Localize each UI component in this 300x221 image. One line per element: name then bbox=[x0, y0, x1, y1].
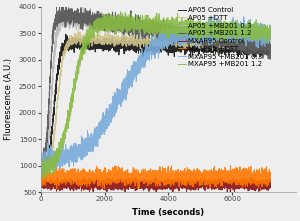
AP05 +MB201 0.3 bbox=[88, 24, 92, 27]
MXAP95 +DTT bbox=[178, 173, 181, 176]
MXAP95 +DTT bbox=[182, 177, 186, 179]
MXAP95 Control bbox=[268, 183, 272, 186]
MXAP95 Control bbox=[268, 184, 272, 187]
MXAP95 +DTT bbox=[268, 179, 272, 181]
MXAP95 Control bbox=[103, 179, 107, 182]
MXAP95 Control bbox=[247, 184, 250, 187]
MXAP95 +DTT bbox=[268, 175, 272, 177]
AP05 +MB201 0.3 bbox=[268, 39, 272, 42]
AP05 +MB201 1.2 bbox=[39, 170, 43, 173]
AP05 +MB201 1.2 bbox=[268, 43, 272, 46]
AP05 +DTT bbox=[178, 37, 181, 40]
MXAP95 +MB201 1.2 bbox=[268, 32, 272, 34]
AP05 Control bbox=[247, 48, 250, 51]
AP05 +MB201 1.2 bbox=[178, 30, 181, 32]
MXAP95 +MB201 0.3 bbox=[39, 158, 43, 160]
Legend: AP05 Control, AP05 +DTT, AP05 +MB201 0.3, AP05 +MB201 1.2, MXAP95 Control, MXAP9: AP05 Control, AP05 +DTT, AP05 +MB201 0.3… bbox=[177, 6, 263, 68]
AP05 +MB201 0.3 bbox=[182, 43, 186, 46]
MXAP95 +MB201 0.3 bbox=[268, 29, 272, 32]
Y-axis label: Fluorescence (A.U.): Fluorescence (A.U.) bbox=[4, 58, 13, 140]
MXAP95 Control bbox=[178, 181, 181, 183]
AP05 +DTT bbox=[268, 44, 272, 47]
Line: AP05 Control: AP05 Control bbox=[41, 34, 270, 180]
AP05 +MB201 0.3 bbox=[39, 178, 43, 181]
AP05 Control bbox=[41, 179, 45, 181]
Line: MXAP95 +DTT: MXAP95 +DTT bbox=[41, 165, 270, 189]
AP05 +MB201 1.2 bbox=[61, 1, 65, 4]
Line: MXAP95 Control: MXAP95 Control bbox=[41, 177, 270, 193]
AP05 +DTT bbox=[247, 42, 250, 45]
AP05 +MB201 1.2 bbox=[182, 35, 186, 38]
MXAP95 +MB201 0.3 bbox=[247, 26, 250, 28]
Line: MXAP95 +MB201 0.3: MXAP95 +MB201 0.3 bbox=[41, 15, 270, 173]
AP05 +DTT bbox=[182, 41, 186, 44]
MXAP95 +MB201 1.2 bbox=[119, 10, 122, 13]
AP05 Control bbox=[103, 44, 107, 47]
AP05 +DTT bbox=[103, 38, 107, 40]
MXAP95 +MB201 1.2 bbox=[247, 23, 250, 26]
AP05 +DTT bbox=[88, 36, 92, 39]
MXAP95 +MB201 1.2 bbox=[40, 177, 44, 180]
MXAP95 +MB201 0.3 bbox=[182, 31, 185, 34]
MXAP95 Control bbox=[182, 184, 186, 187]
MXAP95 +MB201 1.2 bbox=[39, 168, 43, 171]
X-axis label: Time (seconds): Time (seconds) bbox=[132, 208, 204, 217]
Line: AP05 +MB201 1.2: AP05 +MB201 1.2 bbox=[41, 3, 270, 175]
AP05 +MB201 1.2 bbox=[268, 49, 272, 51]
AP05 +MB201 0.3 bbox=[268, 44, 272, 47]
AP05 +MB201 1.2 bbox=[103, 21, 107, 24]
AP05 +DTT bbox=[39, 184, 43, 187]
MXAP95 +DTT bbox=[88, 180, 92, 182]
AP05 Control bbox=[182, 41, 186, 44]
AP05 +MB201 1.2 bbox=[88, 17, 92, 20]
AP05 Control bbox=[268, 44, 272, 46]
MXAP95 Control bbox=[82, 175, 85, 178]
MXAP95 +DTT bbox=[103, 172, 107, 175]
AP05 +DTT bbox=[39, 171, 43, 173]
AP05 +DTT bbox=[76, 29, 80, 31]
MXAP95 Control bbox=[88, 184, 92, 187]
AP05 Control bbox=[178, 47, 181, 50]
MXAP95 +MB201 0.3 bbox=[44, 171, 48, 174]
Line: MXAP95 +MB201 1.2: MXAP95 +MB201 1.2 bbox=[41, 12, 270, 179]
MXAP95 +DTT bbox=[247, 180, 250, 183]
MXAP95 +MB201 1.2 bbox=[178, 23, 181, 26]
MXAP95 +MB201 0.3 bbox=[103, 114, 107, 117]
AP05 Control bbox=[64, 33, 68, 36]
MXAP95 +MB201 1.2 bbox=[88, 34, 92, 37]
AP05 +MB201 1.2 bbox=[39, 174, 43, 176]
MXAP95 Control bbox=[123, 192, 127, 194]
AP05 Control bbox=[268, 47, 272, 50]
MXAP95 +MB201 0.3 bbox=[88, 143, 92, 146]
AP05 +MB201 0.3 bbox=[103, 22, 107, 25]
AP05 +MB201 0.3 bbox=[39, 168, 43, 171]
MXAP95 +MB201 0.3 bbox=[268, 29, 272, 32]
MXAP95 +MB201 1.2 bbox=[268, 36, 272, 39]
MXAP95 +MB201 1.2 bbox=[182, 24, 186, 26]
AP05 +MB201 0.3 bbox=[247, 33, 250, 36]
MXAP95 +MB201 1.2 bbox=[103, 26, 107, 29]
MXAP95 +MB201 0.3 bbox=[178, 43, 181, 45]
MXAP95 +DTT bbox=[55, 164, 58, 167]
AP05 +MB201 1.2 bbox=[247, 42, 250, 45]
AP05 +MB201 0.3 bbox=[67, 5, 70, 8]
AP05 +MB201 0.3 bbox=[178, 41, 181, 44]
MXAP95 +MB201 0.3 bbox=[212, 13, 216, 16]
MXAP95 +DTT bbox=[55, 188, 58, 190]
AP05 Control bbox=[39, 174, 43, 177]
MXAP95 Control bbox=[39, 184, 43, 187]
AP05 Control bbox=[88, 39, 92, 41]
Line: AP05 +DTT: AP05 +DTT bbox=[41, 30, 270, 186]
Line: AP05 +MB201 0.3: AP05 +MB201 0.3 bbox=[41, 6, 270, 179]
MXAP95 +DTT bbox=[39, 181, 43, 184]
AP05 +DTT bbox=[268, 48, 272, 51]
